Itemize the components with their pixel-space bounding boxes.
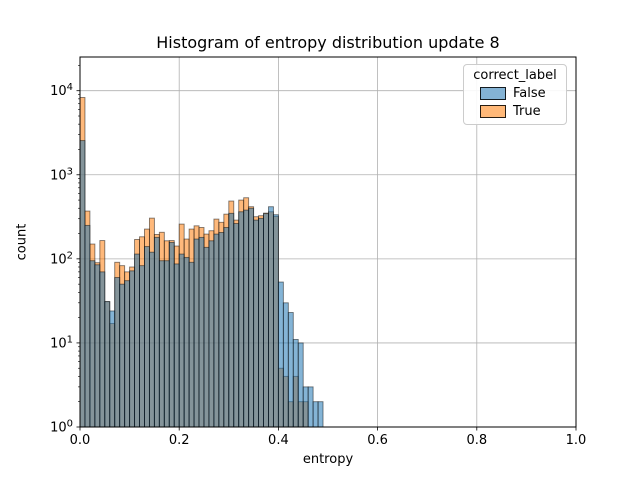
y-axis-label: count	[14, 223, 30, 261]
legend-title: correct_label	[473, 68, 557, 83]
bar-false	[297, 342, 304, 428]
bar-false	[243, 209, 250, 428]
x-tick-label: 1.0	[566, 433, 587, 448]
bar-false	[233, 223, 240, 428]
bar-false	[307, 386, 314, 428]
bar-false	[134, 253, 140, 428]
bar-false	[312, 401, 319, 428]
y-tick-label: 101	[50, 334, 73, 351]
bar-false	[268, 206, 274, 428]
bar-false	[148, 251, 155, 428]
legend: correct_label False True	[463, 64, 567, 125]
bar-false	[104, 301, 111, 428]
bar-false	[109, 310, 116, 428]
bar-false	[193, 238, 200, 428]
bar-false	[287, 312, 294, 428]
bar-false	[208, 240, 215, 428]
x-tick-label: 0.2	[169, 433, 190, 448]
bar-false	[223, 227, 230, 428]
bar-false	[84, 224, 91, 428]
legend-swatch-false	[480, 87, 506, 100]
x-tick-label: 0.8	[466, 433, 487, 448]
bar-false	[114, 277, 121, 428]
bar-false	[183, 256, 190, 428]
bar-false	[99, 271, 106, 428]
bar-false	[228, 212, 235, 428]
bar-false	[218, 232, 225, 428]
legend-label-true: True	[513, 104, 541, 119]
bar-false	[188, 261, 195, 428]
y-tick-label: 100	[50, 419, 73, 436]
bar-false	[94, 264, 101, 428]
bar-false	[272, 214, 279, 428]
legend-label-false: False	[513, 86, 546, 101]
y-tick-label: 103	[50, 166, 73, 183]
axes-spines	[79, 56, 577, 428]
legend-swatch-true	[480, 105, 506, 118]
chart-title: Histogram of entropy distribution update…	[156, 33, 500, 52]
bar-false	[198, 236, 205, 428]
bar-false	[302, 386, 309, 428]
bar-false	[153, 236, 160, 428]
bar-false	[282, 302, 289, 428]
bar-false	[158, 260, 165, 428]
bar-false	[248, 207, 255, 428]
bar-false	[203, 246, 210, 428]
bar-false	[213, 233, 220, 428]
bar-false	[139, 265, 145, 428]
bar-false	[119, 283, 126, 428]
x-tick-label: 0.6	[367, 433, 388, 448]
bar-false	[173, 263, 180, 428]
x-tick-label: 0.0	[70, 433, 91, 448]
bar-false	[263, 213, 269, 428]
x-axis-label: entropy	[302, 452, 354, 467]
bar-false	[277, 281, 284, 428]
bar-false	[144, 246, 150, 428]
bar-false	[79, 140, 86, 428]
bar-false	[253, 219, 260, 428]
bar-false	[124, 280, 131, 428]
bar-false	[89, 260, 96, 428]
bar-false	[168, 241, 175, 428]
bar-false	[129, 270, 136, 428]
bar-false	[292, 338, 299, 428]
bar-false	[178, 253, 185, 428]
y-tick-label: 102	[50, 250, 73, 267]
legend-entry-true: True	[480, 104, 560, 119]
y-tick-label: 104	[50, 82, 73, 99]
x-tick-label: 0.4	[268, 433, 289, 448]
bar-false	[163, 260, 170, 428]
bar-false	[317, 401, 324, 428]
bar-false	[238, 211, 245, 428]
bar-false	[258, 217, 264, 428]
legend-entry-false: False	[480, 86, 560, 101]
